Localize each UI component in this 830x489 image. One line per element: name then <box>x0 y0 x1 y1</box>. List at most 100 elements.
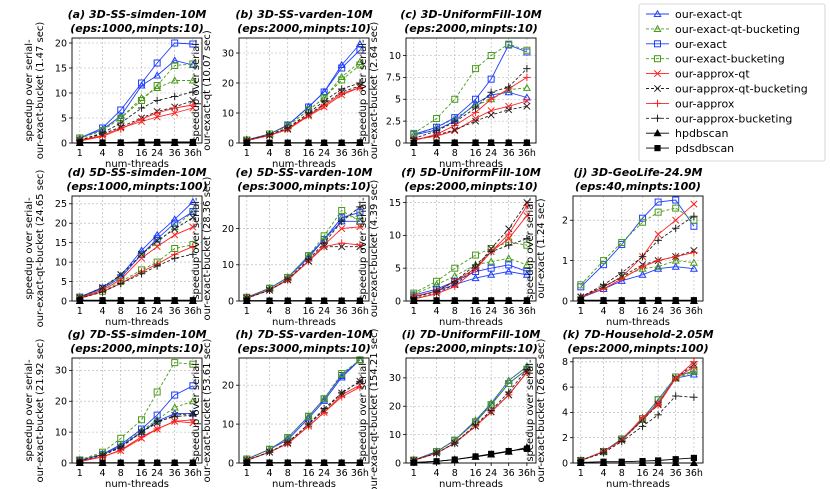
data-point <box>153 237 161 245</box>
y-axis-label-line2: our-exact-bucket (21.92 sec) <box>35 338 46 482</box>
data-point <box>523 212 531 220</box>
data-point <box>523 267 531 275</box>
data-point <box>265 130 274 139</box>
y-axis-label-line2: our-exact-bucket (28.36 sec) <box>202 176 213 320</box>
dataset-name: 7D-SS-simden-10M <box>89 328 206 341</box>
x-tick-label: 8 <box>619 468 625 479</box>
data-point <box>356 217 364 225</box>
data-point <box>153 71 162 79</box>
x-tick-label: 1 <box>244 468 250 479</box>
series-our-approx-qt-bucketing <box>410 199 531 303</box>
series-our-exact-qt-bucketing <box>75 397 197 463</box>
panel-label: (g) <box>67 328 85 341</box>
y-tick-label: 0 <box>228 138 234 149</box>
data-point <box>338 217 346 226</box>
x-tick-label: 16 <box>303 306 315 317</box>
data-point <box>618 437 626 446</box>
data-point <box>487 270 496 278</box>
series-line <box>79 63 193 139</box>
data-point <box>639 458 646 465</box>
series-our-exact <box>577 196 698 291</box>
plot-frame <box>405 357 537 464</box>
data-point <box>451 118 459 126</box>
y-tick-label: 20 <box>222 381 234 392</box>
data-point <box>523 73 531 82</box>
series-line <box>246 87 361 142</box>
x-tick-label: 24 <box>652 468 664 479</box>
data-point <box>600 458 607 465</box>
series-our-exact-qt <box>576 370 698 464</box>
panel-label: (j) <box>574 166 588 179</box>
x-tick-label: 36 <box>503 306 515 317</box>
data-point <box>171 92 179 101</box>
data-point <box>117 297 124 304</box>
legend-marker <box>653 128 662 137</box>
panel-title: (k) 7D-Household-2.05M <box>562 328 713 341</box>
x-tick-label: 8 <box>285 468 291 479</box>
data-point <box>117 276 125 284</box>
legend-item: our-exact <box>646 38 727 51</box>
series-line <box>246 211 361 298</box>
panel-f: (f) 5D-UniformFill-10M(eps:2000,minpts:1… <box>358 166 541 328</box>
x-tick-label: 8 <box>285 306 291 317</box>
x-tick-label: 4 <box>434 306 440 317</box>
x-axis-label: num-threads <box>272 479 336 489</box>
data-point <box>487 264 495 272</box>
data-point <box>356 223 364 231</box>
data-point <box>672 374 680 382</box>
data-point <box>284 275 292 283</box>
plot-frame <box>71 357 203 464</box>
data-point <box>320 232 328 240</box>
series-our-approx <box>410 368 531 465</box>
panel-title: (b) 3D-SS-varden-10M <box>235 8 372 21</box>
data-point <box>654 411 662 419</box>
y-tick-label: 0 <box>61 458 67 469</box>
panel-title: (h) 7D-SS-varden-10M <box>235 328 372 341</box>
series-our-approx-qt-bucketing <box>76 96 197 144</box>
data-point <box>137 250 146 258</box>
data-point <box>170 215 179 223</box>
data-point <box>171 138 178 146</box>
x-tick-label: 36 <box>169 468 181 479</box>
data-point <box>410 297 417 304</box>
legend-label: our-exact-qt-bucketing <box>675 23 800 36</box>
y-tick-label: 10 <box>55 257 67 268</box>
y-tick-label: 30 <box>222 48 234 59</box>
data-point <box>672 196 680 204</box>
x-tick-label: 36 <box>336 306 348 317</box>
data-point <box>638 422 647 431</box>
data-point <box>137 104 146 112</box>
series-our-exact-bucketing <box>76 60 197 142</box>
legend-item: our-exact-qt <box>646 8 743 21</box>
data-point <box>487 257 496 265</box>
panel-a: (a) 3D-SS-simden-10M(eps:1000,minpts:10)… <box>24 8 206 170</box>
y-tick-label: 10 <box>55 88 67 99</box>
y-axis-label-line2: our-exact-bucket (4.39 sec) <box>369 180 380 318</box>
data-point <box>170 56 179 64</box>
data-point <box>523 46 531 54</box>
y-tick-label: 5 <box>395 263 401 274</box>
series-our-exact-bucketing <box>243 356 364 463</box>
legend-label: our-approx-qt <box>675 68 750 81</box>
x-tick-label: 1 <box>244 306 250 317</box>
x-tick-label: 1 <box>77 468 83 479</box>
plot-frame <box>238 195 370 302</box>
panel-e: (e) 5D-SS-varden-10M(eps:3000,minpts:10)… <box>191 166 373 328</box>
data-point <box>117 271 125 279</box>
panel-subtitle: (eps:2000,minpts:10) <box>237 22 371 35</box>
data-point <box>451 127 459 135</box>
y-axis-label-line2: our-exact-bucket (2.64 sec) <box>369 22 380 160</box>
data-point <box>655 457 662 464</box>
data-point <box>153 388 161 396</box>
data-point <box>138 97 146 104</box>
series-our-approx <box>243 83 364 145</box>
data-point <box>505 297 512 304</box>
x-tick-label: 36h <box>351 468 369 479</box>
series-line <box>246 43 361 141</box>
y-tick-label: 1 <box>562 256 568 267</box>
y-tick-label: 30 <box>389 373 401 384</box>
data-point <box>487 406 495 415</box>
data-point <box>304 255 313 264</box>
data-point <box>690 393 698 401</box>
y-axis-label-line2: our-exact-qt-bucket (24.65 sec) <box>35 170 46 328</box>
